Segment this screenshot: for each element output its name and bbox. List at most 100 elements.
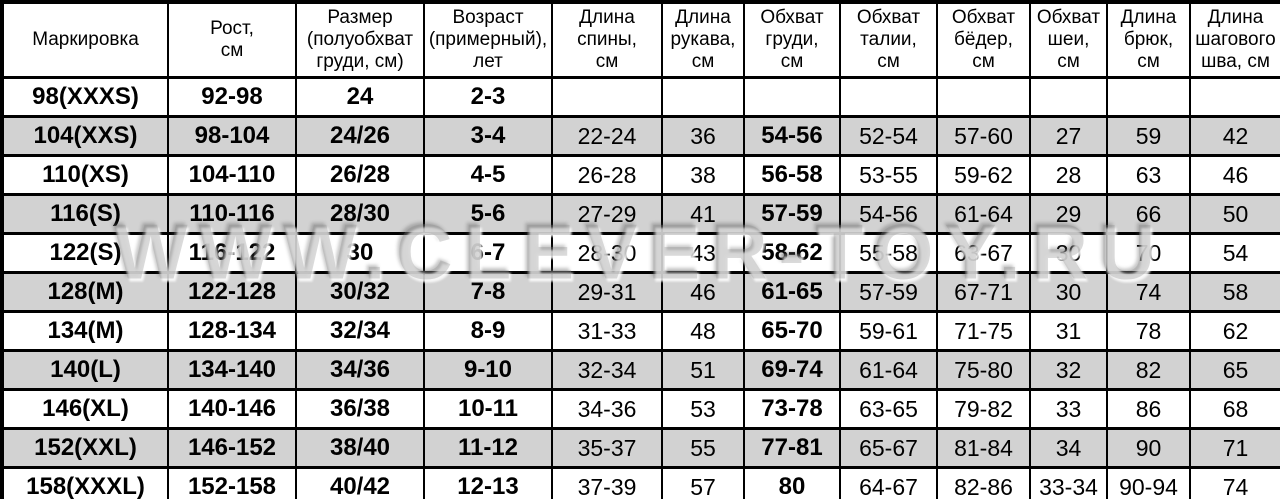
table-cell: 52-54 xyxy=(839,115,938,157)
table-cell: 152(XXL) xyxy=(1,427,169,469)
table-cell: 43 xyxy=(661,232,745,274)
table-cell: 55-58 xyxy=(839,232,938,274)
table-cell: 78 xyxy=(1106,310,1191,352)
table-cell: 110-116 xyxy=(167,193,297,235)
table-cell: 26/28 xyxy=(295,154,425,196)
table-cell: 140(L) xyxy=(1,349,169,391)
table-cell: 98(XXXS) xyxy=(1,76,169,118)
table-cell: 54-56 xyxy=(743,115,841,157)
column-header: Обхват груди, см xyxy=(743,0,841,79)
table-cell xyxy=(743,76,841,118)
table-row: 116(S) 110-116 28/30 5-6 27-29 41 57-59 54-56 61… xyxy=(1,193,1280,235)
table-cell: 57 xyxy=(661,466,745,499)
table-cell xyxy=(1189,76,1280,118)
table-row: 98(XXXS) 92-98 24 2-3 xyxy=(1,76,1280,118)
column-header: Обхват шеи, см xyxy=(1029,0,1108,79)
table-cell: 61-65 xyxy=(743,271,841,313)
table-cell: 74 xyxy=(1189,466,1280,499)
table-cell: 3-4 xyxy=(423,115,553,157)
table-cell: 63-67 xyxy=(936,232,1031,274)
table-cell: 2-3 xyxy=(423,76,553,118)
table-cell: 57-60 xyxy=(936,115,1031,157)
table-cell: 62 xyxy=(1189,310,1280,352)
table-cell: 53-55 xyxy=(839,154,938,196)
column-header: Маркировка xyxy=(1,0,169,79)
table-cell: 26-28 xyxy=(551,154,663,196)
table-cell: 70 xyxy=(1106,232,1191,274)
table-cell: 65-70 xyxy=(743,310,841,352)
table-cell: 9-10 xyxy=(423,349,553,391)
table-cell: 32 xyxy=(1029,349,1108,391)
table-cell: 86 xyxy=(1106,388,1191,430)
table-cell: 41 xyxy=(661,193,745,235)
table-cell: 59-62 xyxy=(936,154,1031,196)
table-cell: 63-65 xyxy=(839,388,938,430)
column-header: Длина спины, см xyxy=(551,0,663,79)
table-cell: 10-11 xyxy=(423,388,553,430)
table-cell: 73-78 xyxy=(743,388,841,430)
table-cell: 24 xyxy=(295,76,425,118)
table-cell: 58 xyxy=(1189,271,1280,313)
table-cell: 79-82 xyxy=(936,388,1031,430)
table-cell: 37-39 xyxy=(551,466,663,499)
table-cell: 57-59 xyxy=(743,193,841,235)
table-cell: 7-8 xyxy=(423,271,553,313)
table-cell: 5-6 xyxy=(423,193,553,235)
table-cell: 46 xyxy=(1189,154,1280,196)
table-cell: 98-104 xyxy=(167,115,297,157)
table-cell: 30 xyxy=(1029,271,1108,313)
table-row: 104(XXS) 98-104 24/26 3-4 22-24 36 54-56 52-54 5… xyxy=(1,115,1280,157)
table-cell: 46 xyxy=(661,271,745,313)
table-cell: 74 xyxy=(1106,271,1191,313)
table-cell xyxy=(1029,76,1108,118)
table-cell: 54-56 xyxy=(839,193,938,235)
table-cell: 128(M) xyxy=(1,271,169,313)
table-cell: 61-64 xyxy=(936,193,1031,235)
table-cell: 22-24 xyxy=(551,115,663,157)
table-cell: 27 xyxy=(1029,115,1108,157)
table-cell: 82 xyxy=(1106,349,1191,391)
table-cell xyxy=(1106,76,1191,118)
column-header: Обхват бёдер, см xyxy=(936,0,1031,79)
table-row: 158(XXXL) 152-158 40/42 12-13 37-39 57 80 64-67… xyxy=(1,466,1280,499)
table-row: 134(M) 128-134 32/34 8-9 31-33 48 65-70 59-61 71… xyxy=(1,310,1280,352)
table-cell: 28/30 xyxy=(295,193,425,235)
column-header: Рост, см xyxy=(167,0,297,79)
table-cell: 140-146 xyxy=(167,388,297,430)
table-cell: 128-134 xyxy=(167,310,297,352)
table-cell: 134-140 xyxy=(167,349,297,391)
table-cell: 57-59 xyxy=(839,271,938,313)
table-cell: 29-31 xyxy=(551,271,663,313)
table-cell: 59 xyxy=(1106,115,1191,157)
table-cell: 55 xyxy=(661,427,745,469)
table-cell: 65-67 xyxy=(839,427,938,469)
table-cell: 92-98 xyxy=(167,76,297,118)
table-cell: 104-110 xyxy=(167,154,297,196)
table-cell: 90 xyxy=(1106,427,1191,469)
table-cell: 77-81 xyxy=(743,427,841,469)
table-cell: 59-61 xyxy=(839,310,938,352)
table-cell: 30/32 xyxy=(295,271,425,313)
table-cell: 104(XXS) xyxy=(1,115,169,157)
table-cell: 90-94 xyxy=(1106,466,1191,499)
table-cell: 31-33 xyxy=(551,310,663,352)
table-cell: 30 xyxy=(295,232,425,274)
table-cell: 122(S) xyxy=(1,232,169,274)
table-cell: 69-74 xyxy=(743,349,841,391)
table-cell: 81-84 xyxy=(936,427,1031,469)
table-cell: 146-152 xyxy=(167,427,297,469)
table-cell: 29 xyxy=(1029,193,1108,235)
table-cell: 48 xyxy=(661,310,745,352)
table-cell: 71-75 xyxy=(936,310,1031,352)
table-cell: 34 xyxy=(1029,427,1108,469)
table-cell: 65 xyxy=(1189,349,1280,391)
table-cell: 134(M) xyxy=(1,310,169,352)
table-cell xyxy=(551,76,663,118)
table-cell: 71 xyxy=(1189,427,1280,469)
table-cell: 53 xyxy=(661,388,745,430)
table-row: 110(XS) 104-110 26/28 4-5 26-28 38 56-58 53-55 5… xyxy=(1,154,1280,196)
table-cell: 42 xyxy=(1189,115,1280,157)
column-header: Обхват талии, см xyxy=(839,0,938,79)
